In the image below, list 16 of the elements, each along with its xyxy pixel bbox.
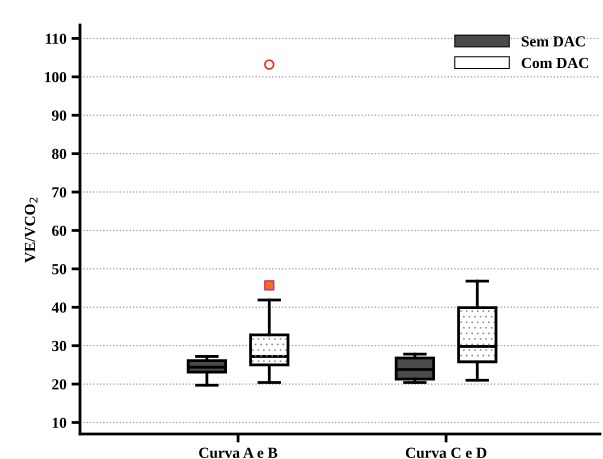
y-axis-title: VE/VCO$_{2}$ — [24, 198, 38, 263]
x-tick-label: Curva A e B — [199, 448, 278, 458]
y-tick-label: 30 — [52, 340, 66, 352]
y-tick-label: 80 — [52, 148, 66, 160]
legend-label: Com DAC — [522, 58, 588, 68]
x-tick-label: Curva C e D — [406, 448, 486, 458]
y-tick-label: 40 — [52, 302, 66, 313]
y-tick-label: 100 — [45, 72, 66, 82]
y-tick-label: 20 — [52, 379, 66, 390]
y-tick-label: 90 — [52, 110, 66, 121]
y-tick-label: 110 — [46, 34, 66, 44]
legend-label: Sem DAC — [522, 36, 585, 47]
y-tick-label: 60 — [52, 226, 66, 236]
y-tick-label: 50 — [52, 264, 66, 274]
y-tick-label: 70 — [52, 187, 66, 198]
y-tick-label: 10 — [52, 418, 66, 428]
